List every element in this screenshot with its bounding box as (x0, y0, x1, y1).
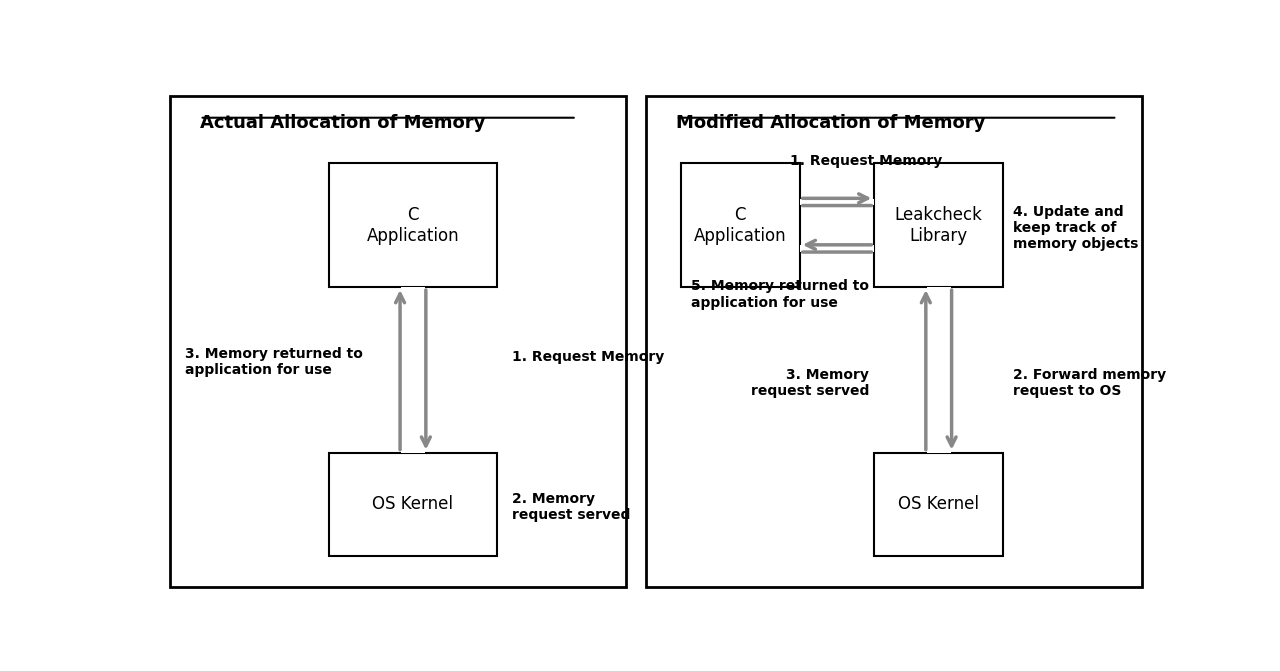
Text: 5. Memory returned to
application for use: 5. Memory returned to application for us… (691, 279, 869, 309)
Bar (646, 96, 1142, 587)
Text: Modified Allocation of Memory: Modified Allocation of Memory (676, 114, 986, 132)
Polygon shape (800, 246, 874, 252)
Polygon shape (927, 287, 951, 452)
Text: C
Application: C Application (694, 206, 787, 245)
Text: Actual Allocation of Memory: Actual Allocation of Memory (200, 114, 485, 132)
Polygon shape (800, 199, 874, 205)
Polygon shape (401, 287, 425, 452)
Bar (329, 163, 497, 287)
Text: Leakcheck
Library: Leakcheck Library (895, 206, 983, 245)
Text: C
Application: C Application (366, 206, 460, 245)
Bar (681, 163, 800, 287)
Text: 1. Request Memory: 1. Request Memory (790, 154, 942, 168)
Text: 3. Memory
request served: 3. Memory request served (751, 368, 869, 398)
Text: 1. Request Memory: 1. Request Memory (512, 350, 664, 364)
Text: OS Kernel: OS Kernel (899, 495, 979, 513)
Bar (329, 452, 497, 556)
Text: 2. Forward memory
request to OS: 2. Forward memory request to OS (1014, 368, 1166, 398)
Text: OS Kernel: OS Kernel (372, 495, 453, 513)
Text: 3. Memory returned to
application for use: 3. Memory returned to application for us… (184, 347, 362, 377)
Bar (170, 96, 626, 587)
Text: 4. Update and
keep track of
memory objects: 4. Update and keep track of memory objec… (1014, 205, 1138, 251)
Bar (874, 452, 1004, 556)
Bar (874, 163, 1004, 287)
Text: 2. Memory
request served: 2. Memory request served (512, 492, 631, 522)
